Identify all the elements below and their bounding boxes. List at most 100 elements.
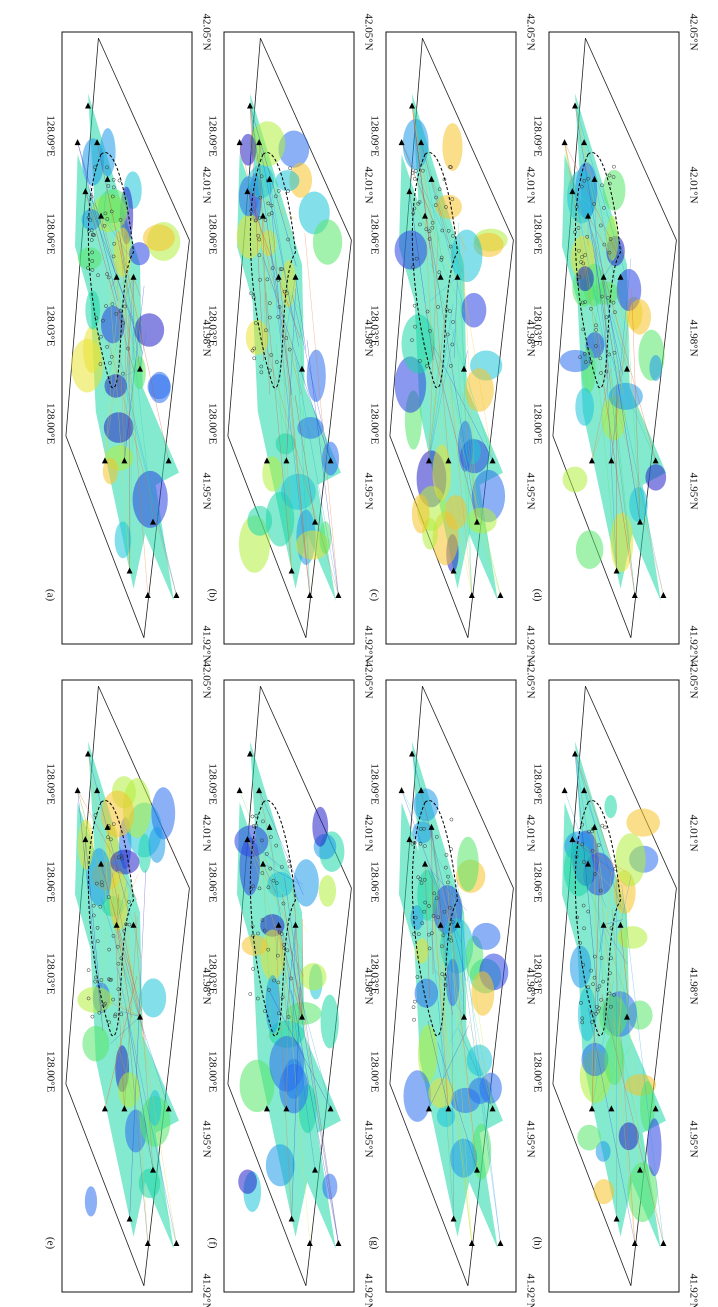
ray-path [453, 893, 458, 925]
earthquake-event [114, 311, 119, 316]
earthquake-event [90, 1014, 95, 1019]
earthquake-event [286, 189, 290, 193]
lon-tick-label: 128.06°E [206, 861, 218, 903]
ray-path [262, 863, 277, 894]
velocity-anomaly [138, 833, 152, 873]
earthquake-event [577, 248, 581, 253]
ray-path [428, 1025, 469, 1109]
earthquake-event [449, 363, 453, 368]
ray-path [247, 191, 301, 339]
ray-path [620, 875, 632, 925]
earthquake-event [109, 209, 114, 214]
lon-tick-label: 128.06°E [368, 213, 380, 255]
ray-path [117, 1010, 141, 1017]
seismic-station [130, 273, 137, 280]
earthquake-event [269, 203, 274, 208]
ray-path [125, 1007, 154, 1170]
ray-path [133, 276, 141, 297]
earthquake-event [252, 346, 257, 351]
earthquake-event [268, 866, 273, 871]
velocity-anomaly [617, 926, 648, 949]
lat-tick-label: 42.05°N [362, 13, 374, 50]
velocity-anomaly [84, 1186, 98, 1217]
seismic-station [256, 139, 263, 146]
ray-path [124, 231, 128, 461]
velocity-anomaly [82, 138, 104, 186]
seismic-station [244, 188, 251, 195]
ray-path [77, 790, 129, 975]
seismic-station [450, 567, 457, 574]
earthquake-event [443, 974, 448, 979]
ray-path [424, 215, 434, 371]
ray-path [603, 919, 623, 925]
earthquake-event [122, 928, 127, 933]
seismic-station [121, 1105, 128, 1112]
earthquake-event [580, 1016, 585, 1021]
ray-path [265, 292, 292, 571]
seismic-station [263, 1105, 270, 1112]
seismic-station [637, 1166, 643, 1173]
ray-path [258, 790, 304, 896]
seismic-station [406, 188, 413, 195]
earthquake-event [418, 222, 422, 227]
ray-path [594, 826, 598, 986]
ray-path [247, 839, 303, 954]
earthquake-event [270, 266, 275, 270]
ray-path [278, 269, 310, 596]
earthquake-event [439, 255, 444, 260]
earthquake-event [444, 205, 448, 209]
earthquake-event [266, 885, 271, 890]
earthquake-event [579, 1001, 583, 1005]
velocity-anomaly [103, 412, 134, 443]
ray-path [590, 276, 604, 345]
earthquake-event [251, 838, 256, 842]
earthquake-event [600, 183, 604, 188]
ray-path [428, 328, 455, 461]
ray-path [127, 1017, 148, 1244]
earthquake-event [126, 346, 130, 351]
lon-tick-label: 128.03°E [531, 953, 543, 995]
dashed-boundary [249, 800, 297, 1037]
ray-path [445, 867, 493, 1109]
seismic-station [409, 102, 415, 109]
ray-path [460, 915, 465, 1017]
earthquake-event [118, 217, 123, 222]
earthquake-event [577, 275, 582, 279]
ray-path [591, 368, 612, 461]
ray-path [627, 320, 641, 522]
earthquake-event [609, 956, 613, 961]
earthquake-event [427, 946, 432, 951]
ray-path [115, 936, 125, 1109]
velocity-anomaly [300, 963, 327, 991]
ray-path [436, 892, 454, 1219]
velocity-anomaly [77, 986, 113, 1013]
earthquake-event [274, 843, 279, 848]
ray-path [117, 276, 134, 315]
earthquake-event [111, 933, 116, 938]
earthquake-event [589, 968, 594, 973]
velocity-anomaly [82, 1025, 110, 1062]
earthquake-event [580, 1020, 585, 1025]
seismic-station [468, 1240, 475, 1247]
seismic-station [94, 787, 101, 794]
seismic-station [454, 921, 461, 928]
velocity-anomaly [278, 130, 310, 168]
velocity-anomaly [394, 230, 428, 270]
earthquake-event [272, 978, 276, 983]
seismic-station [418, 139, 425, 146]
panel-label: (e) [44, 1237, 56, 1250]
earthquake-event [107, 1020, 112, 1025]
earthquake-event [260, 838, 264, 843]
earthquake-event [432, 891, 437, 896]
ray-path [292, 924, 296, 1038]
seismic-station [428, 175, 435, 182]
map-panel-h: 128.00°E 128.03°E 128.06°E 128.09°E (h) 42.05… [531, 661, 699, 1307]
earthquake-event [430, 225, 435, 230]
velocity-anomaly [471, 971, 495, 1016]
lat-tick-label: 42.01°N [524, 166, 536, 203]
lon-tick-label: 128.03°E [368, 953, 380, 995]
lat-tick-label: 41.92°N [362, 1273, 374, 1307]
earthquake-event [276, 189, 281, 193]
velocity-anomaly [432, 444, 452, 501]
earthquake-event [601, 979, 605, 984]
